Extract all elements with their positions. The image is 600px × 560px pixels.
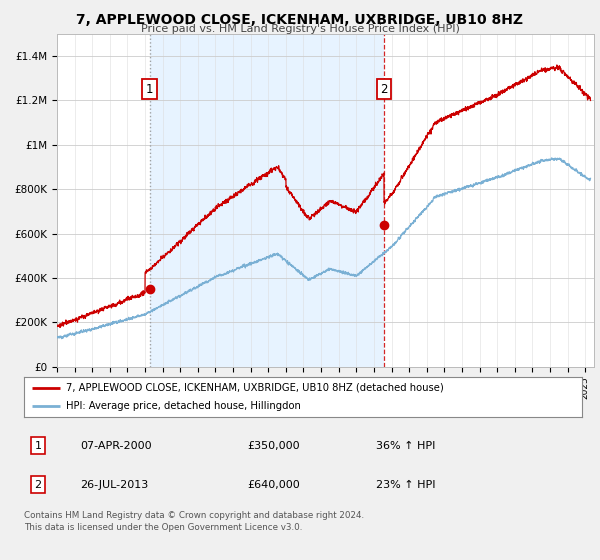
Text: 1: 1 <box>146 83 154 96</box>
Text: HPI: Average price, detached house, Hillingdon: HPI: Average price, detached house, Hill… <box>66 402 301 411</box>
Text: 2: 2 <box>34 480 41 490</box>
Text: 26-JUL-2013: 26-JUL-2013 <box>80 480 148 490</box>
Text: 23% ↑ HPI: 23% ↑ HPI <box>376 480 435 490</box>
Text: 07-APR-2000: 07-APR-2000 <box>80 441 151 451</box>
Text: £640,000: £640,000 <box>247 480 300 490</box>
Text: 36% ↑ HPI: 36% ↑ HPI <box>376 441 435 451</box>
Text: Contains HM Land Registry data © Crown copyright and database right 2024.
This d: Contains HM Land Registry data © Crown c… <box>24 511 364 531</box>
Text: 1: 1 <box>34 441 41 451</box>
Bar <box>150 34 384 367</box>
Text: £350,000: £350,000 <box>247 441 300 451</box>
Text: 7, APPLEWOOD CLOSE, ICKENHAM, UXBRIDGE, UB10 8HZ: 7, APPLEWOOD CLOSE, ICKENHAM, UXBRIDGE, … <box>77 13 523 27</box>
Text: 2: 2 <box>380 83 388 96</box>
Text: 7, APPLEWOOD CLOSE, ICKENHAM, UXBRIDGE, UB10 8HZ (detached house): 7, APPLEWOOD CLOSE, ICKENHAM, UXBRIDGE, … <box>66 383 443 393</box>
Text: Price paid vs. HM Land Registry's House Price Index (HPI): Price paid vs. HM Land Registry's House … <box>140 24 460 34</box>
